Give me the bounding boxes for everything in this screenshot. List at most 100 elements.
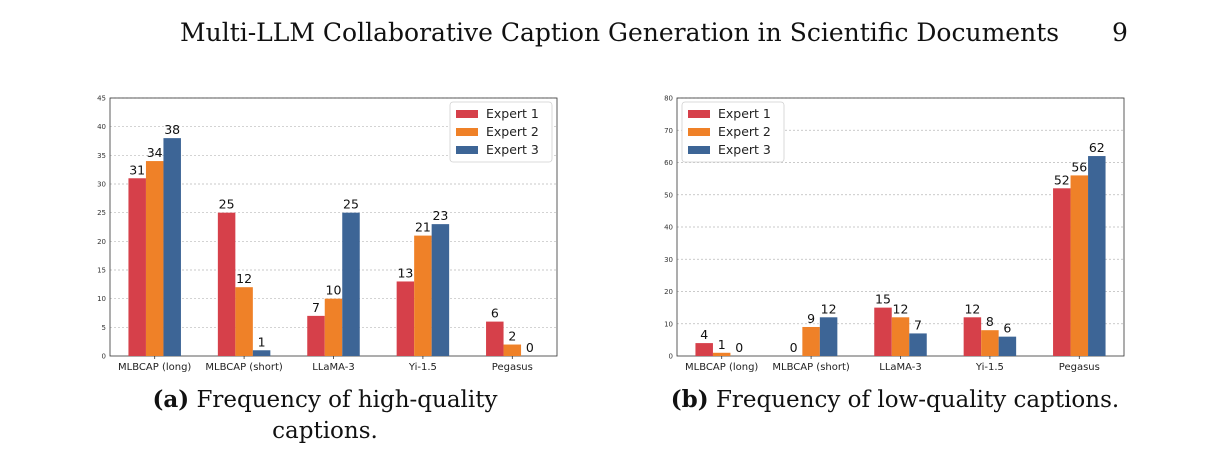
data-label: 12 [964,301,980,316]
running-title: Multi-LLM Collaborative Caption Generati… [180,18,1060,47]
y-tick-label: 30 [664,256,673,264]
y-tick-label: 10 [97,295,106,303]
bar-expert-3 [1088,156,1106,356]
bar-expert-2 [503,344,522,356]
data-label: 9 [807,311,815,326]
data-label: 15 [875,292,891,307]
legend-label: Expert 3 [718,142,771,157]
data-label: 12 [821,301,837,316]
caption-b: (b) Frequency of low-quality captions. [655,384,1135,416]
bar-expert-1 [695,343,713,356]
data-label: 0 [790,340,798,355]
bar-expert-1 [128,178,146,356]
legend-label: Expert 2 [718,124,771,139]
legend-swatch [688,110,710,118]
bar-expert-1 [396,281,415,356]
bar-expert-2 [324,298,343,356]
y-tick-label: 5 [102,324,106,332]
data-label: 6 [1003,321,1011,336]
bar-expert-2 [802,326,820,356]
caption-a-label: (a) [152,386,190,413]
x-tick-label: MLBCAP (long) [118,362,191,373]
y-tick-label: 50 [664,191,673,199]
bar-expert-2 [235,287,253,356]
legend-label: Expert 2 [486,124,539,139]
data-label: 31 [129,162,145,177]
y-tick-label: 25 [97,209,106,217]
bar-expert-2 [891,317,910,356]
bar-expert-1 [307,315,325,356]
x-tick-label: MLBCAP (short) [205,362,283,373]
y-tick-label: 0 [102,353,106,361]
data-label: 12 [893,301,909,316]
bar-expert-2 [414,235,432,356]
y-tick-label: 70 [664,127,673,135]
data-label: 7 [914,317,922,332]
x-tick-label: MLBCAP (long) [685,362,758,373]
legend-swatch [456,128,478,136]
caption-b-text: Frequency of low-quality captions. [715,387,1120,413]
bar-expert-3 [998,336,1017,356]
bar-expert-2 [1070,175,1089,356]
data-label: 10 [326,283,342,298]
bar-expert-1 [217,212,236,356]
bar-expert-3 [431,224,450,356]
y-tick-label: 40 [97,123,106,131]
y-tick-label: 45 [97,95,106,103]
y-tick-label: 35 [97,152,106,160]
y-tick-label: 40 [664,224,673,232]
y-tick-label: 80 [664,95,673,103]
x-tick-label: LLaMA-3 [312,362,355,373]
caption-b-label: (b) [670,386,709,413]
legend-swatch [456,110,478,118]
data-label: 13 [397,265,413,280]
bar-expert-3 [252,350,271,356]
y-tick-label: 20 [97,238,106,246]
bar-expert-3 [819,317,838,356]
legend-swatch [456,146,478,154]
bar-expert-1 [963,317,982,356]
data-label: 0 [526,340,534,355]
bar-expert-2 [712,352,731,356]
bar-expert-3 [163,138,181,356]
legend-swatch [688,146,710,154]
legend-label: Expert 3 [486,142,539,157]
bar-expert-2 [145,161,164,356]
bar-expert-2 [981,330,999,356]
page-number: 9 [1112,18,1128,47]
legend-swatch [688,128,710,136]
x-tick-label: Pegasus [1059,362,1100,373]
x-tick-label: Yi-1.5 [408,362,437,373]
data-label: 8 [986,314,994,329]
data-label: 38 [164,122,180,137]
y-tick-label: 30 [97,181,106,189]
data-label: 1 [258,334,266,349]
x-tick-label: MLBCAP (short) [772,362,850,373]
y-tick-label: 0 [669,353,673,361]
data-label: 25 [343,197,359,212]
data-label: 6 [491,306,499,321]
legend-label: Expert 1 [718,106,771,121]
data-label: 1 [718,337,726,352]
bar-expert-1 [874,307,892,356]
data-label: 2 [508,329,516,344]
caption-a: (a) Frequency of high-quality captions. [110,384,540,447]
data-label: 23 [432,208,448,223]
data-label: 12 [236,271,252,286]
data-label: 7 [312,300,320,315]
page-header: Multi-LLM Collaborative Caption Generati… [0,18,1218,52]
data-label: 0 [735,340,743,355]
bar-expert-3 [342,212,360,356]
data-label: 34 [147,145,163,160]
caption-a-text: Frequency of high-quality captions. [196,387,498,444]
data-label: 25 [219,197,235,212]
bar-expert-1 [1053,188,1071,356]
y-tick-label: 10 [664,320,673,328]
data-label: 52 [1054,172,1070,187]
bar-expert-3 [909,333,927,356]
x-tick-label: Yi-1.5 [975,362,1004,373]
y-tick-label: 20 [664,288,673,296]
legend-label: Expert 1 [486,106,539,121]
